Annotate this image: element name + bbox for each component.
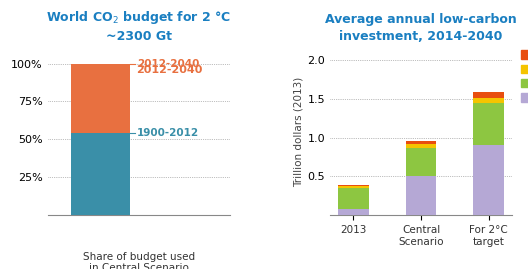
Y-axis label: Trillion dollars (2013): Trillion dollars (2013) <box>293 77 303 187</box>
Bar <box>338 209 369 215</box>
Bar <box>338 188 369 209</box>
Bar <box>71 63 130 133</box>
Bar <box>338 186 369 188</box>
Text: 1900-2012: 1900-2012 <box>137 128 199 138</box>
Text: 2012-2040: 2012-2040 <box>136 65 202 75</box>
Bar <box>406 176 436 215</box>
Text: 2012-2040: 2012-2040 <box>137 59 199 69</box>
Bar <box>406 144 436 148</box>
Title: Average annual low-carbon
investment, 2014-2040: Average annual low-carbon investment, 20… <box>325 13 517 43</box>
Legend: CCS, Nuclear, Renewables, Efficiency: CCS, Nuclear, Renewables, Efficiency <box>521 50 528 103</box>
Bar <box>474 98 504 104</box>
Bar <box>338 185 369 186</box>
Bar <box>474 145 504 215</box>
Bar <box>71 133 130 215</box>
Bar <box>406 148 436 176</box>
Bar <box>474 92 504 98</box>
Bar <box>474 104 504 145</box>
Bar <box>406 141 436 144</box>
Text: Share of budget used
in Central Scenario: Share of budget used in Central Scenario <box>82 252 195 269</box>
Title: World CO$_2$ budget for 2 °C
~2300 Gt: World CO$_2$ budget for 2 °C ~2300 Gt <box>46 9 231 43</box>
